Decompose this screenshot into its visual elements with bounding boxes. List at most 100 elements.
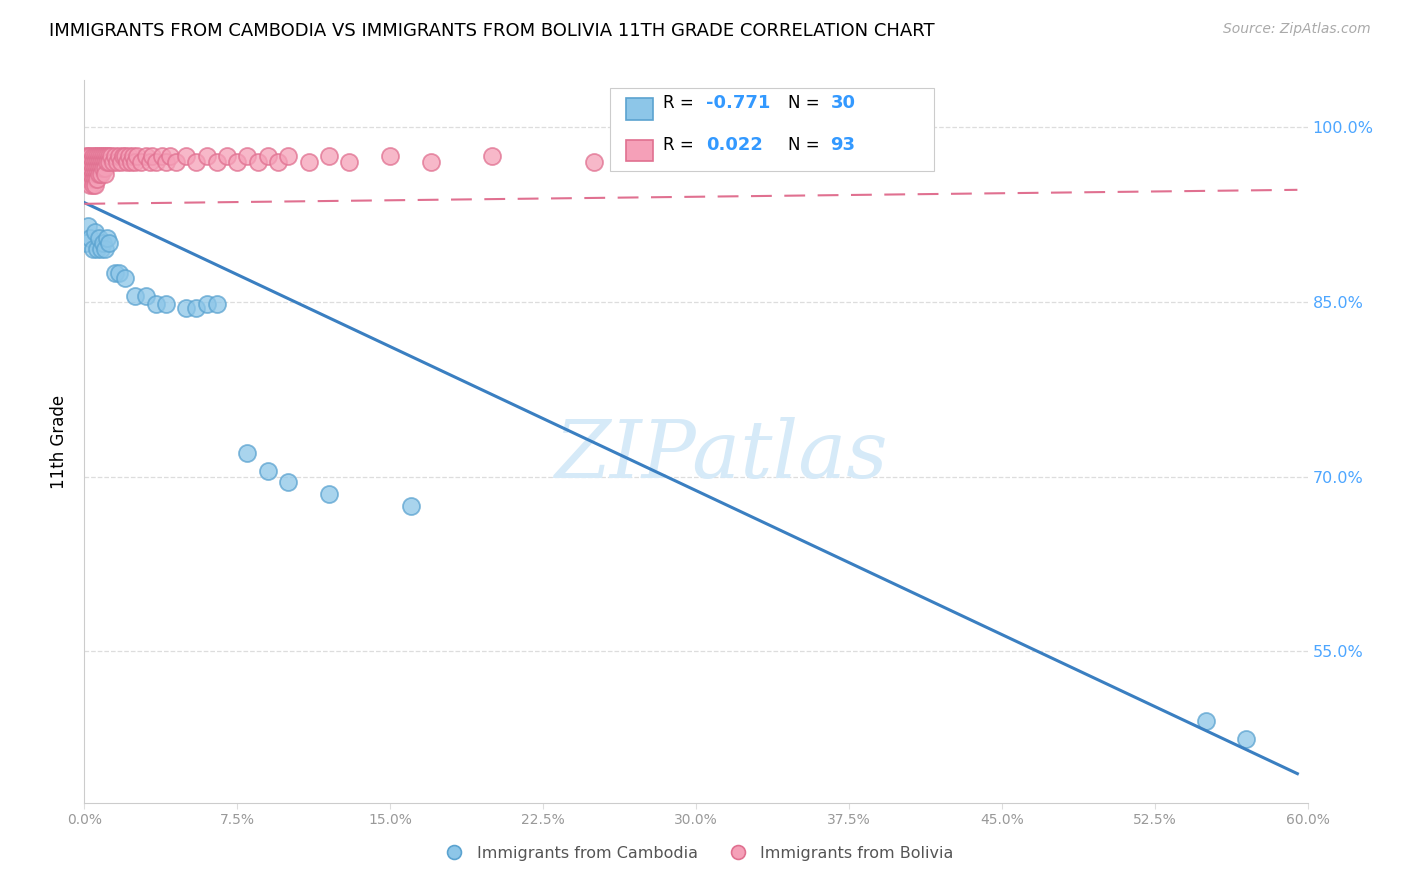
Point [138, 154, 160, 169]
Point [77, 219, 100, 233]
Point [96, 149, 118, 163]
Text: IMMIGRANTS FROM CAMBODIA VS IMMIGRANTS FROM BOLIVIA 11TH GRADE CORRELATION CHART: IMMIGRANTS FROM CAMBODIA VS IMMIGRANTS F… [49, 22, 935, 40]
Point [83, 178, 105, 193]
Point [93, 161, 115, 175]
Point [83, 161, 105, 175]
Point [82, 161, 104, 175]
Point [339, 154, 361, 169]
Point [205, 154, 228, 169]
Point [124, 154, 146, 169]
Point [165, 154, 187, 169]
Point [97, 154, 120, 169]
Point [75, 167, 97, 181]
Point [1195, 714, 1218, 729]
Point [83, 225, 105, 239]
Point [86, 172, 108, 186]
Point [91, 236, 114, 251]
Point [114, 149, 136, 163]
Point [96, 230, 118, 244]
Point [82, 172, 104, 186]
Point [110, 154, 132, 169]
Point [79, 167, 101, 181]
Point [195, 297, 218, 311]
Point [236, 446, 259, 460]
Point [150, 149, 173, 163]
Point [87, 154, 110, 169]
Point [87, 149, 110, 163]
Point [186, 301, 208, 315]
Point [75, 149, 97, 163]
Point [82, 178, 104, 193]
Point [108, 149, 131, 163]
Point [82, 242, 104, 256]
Point [122, 149, 145, 163]
Text: 93: 93 [831, 136, 855, 153]
Point [420, 154, 443, 169]
Point [75, 236, 97, 251]
Point [90, 149, 112, 163]
Point [217, 149, 239, 163]
Legend: Immigrants from Cambodia, Immigrants from Bolivia: Immigrants from Cambodia, Immigrants fro… [432, 839, 960, 867]
Point [399, 499, 422, 513]
FancyBboxPatch shape [626, 98, 654, 120]
Point [77, 172, 100, 186]
Point [205, 297, 228, 311]
Point [583, 154, 606, 169]
Point [77, 167, 100, 181]
Point [93, 167, 115, 181]
Point [86, 242, 108, 256]
Text: ZIPatlas: ZIPatlas [554, 417, 887, 495]
Point [298, 154, 321, 169]
FancyBboxPatch shape [626, 139, 654, 161]
Point [83, 154, 105, 169]
Text: -0.771: -0.771 [706, 95, 770, 112]
Point [277, 149, 299, 163]
Point [127, 149, 149, 163]
Point [93, 154, 115, 169]
Text: R =: R = [664, 95, 699, 112]
Point [77, 161, 100, 175]
Point [86, 154, 108, 169]
Point [83, 172, 105, 186]
FancyBboxPatch shape [610, 87, 935, 170]
Point [97, 149, 120, 163]
Point [105, 154, 128, 169]
Point [77, 149, 100, 163]
Point [145, 154, 167, 169]
Point [90, 242, 112, 256]
Point [91, 154, 114, 169]
Point [82, 154, 104, 169]
Point [91, 149, 114, 163]
Point [257, 149, 280, 163]
Point [86, 149, 108, 163]
Point [195, 149, 218, 163]
Point [97, 236, 120, 251]
Point [277, 475, 299, 490]
Point [83, 167, 105, 181]
Point [108, 266, 131, 280]
Point [481, 149, 503, 163]
Point [257, 464, 280, 478]
Text: N =: N = [787, 136, 824, 153]
Point [131, 154, 153, 169]
Point [83, 149, 105, 163]
Point [318, 487, 340, 501]
Point [86, 167, 108, 181]
Point [91, 161, 114, 175]
Point [120, 154, 142, 169]
Point [236, 149, 259, 163]
Point [141, 149, 163, 163]
Point [246, 154, 269, 169]
Point [75, 154, 97, 169]
Point [124, 289, 146, 303]
Point [79, 230, 101, 244]
Point [174, 149, 197, 163]
Point [226, 154, 249, 169]
Text: 30: 30 [831, 95, 855, 112]
Point [155, 154, 177, 169]
Point [1236, 731, 1258, 746]
Point [87, 161, 110, 175]
Point [155, 297, 177, 311]
Point [118, 149, 141, 163]
Point [145, 297, 167, 311]
